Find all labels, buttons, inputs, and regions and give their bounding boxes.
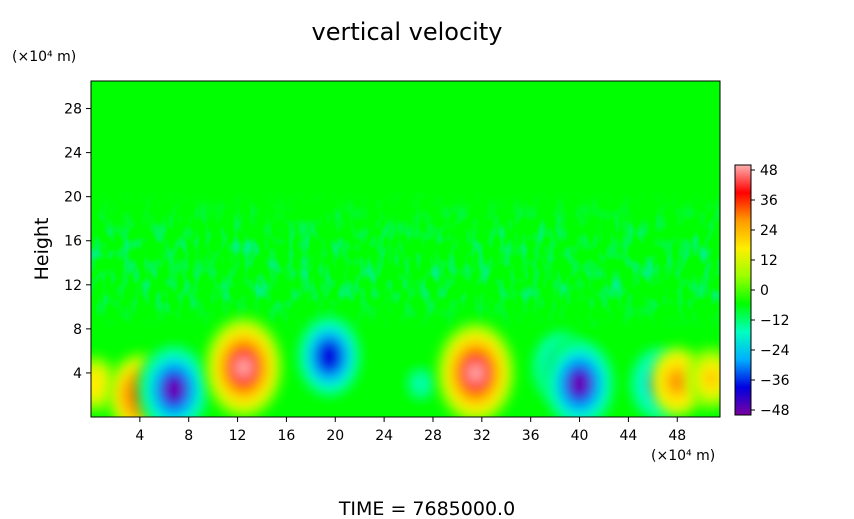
- x-tick-label: 28: [424, 428, 442, 444]
- colorbar-tick-label: −12: [760, 313, 790, 329]
- y-tick-label: 24: [64, 146, 82, 162]
- x-tick-label: 48: [668, 428, 686, 444]
- x-tick-label: 8: [184, 428, 193, 444]
- colorbar: [734, 164, 752, 416]
- x-tick-label: 4: [135, 428, 144, 444]
- updraft-cell: [687, 347, 720, 409]
- colorbar-tick-label: 36: [760, 193, 778, 209]
- y-tick-label: 12: [64, 278, 82, 294]
- time-label: TIME = 7685000.0: [338, 498, 515, 519]
- downdraft-cell: [542, 335, 617, 417]
- y-tick-label: 16: [64, 234, 82, 250]
- x-tick-label: 36: [522, 428, 540, 444]
- turbulence-band: [91, 190, 720, 330]
- downdraft-cell: [295, 312, 364, 401]
- y-axis-label: Height: [31, 218, 53, 281]
- colorbar-tick-label: −36: [760, 373, 790, 389]
- downdraft-cell: [136, 340, 212, 417]
- x-tick-label: 16: [278, 428, 296, 444]
- x-tick-label: 40: [571, 428, 589, 444]
- plot-frame: [90, 80, 721, 418]
- heatmap-plot-area: [91, 81, 720, 417]
- x-tick-label: 32: [473, 428, 491, 444]
- downdraft-cell: [401, 359, 441, 409]
- y-axis-unit: (×10⁴ m): [12, 49, 76, 65]
- colorbar-tick-label: 0: [760, 283, 769, 299]
- colorbar-tick-label: −48: [760, 403, 790, 419]
- colorbar-tick-label: 48: [760, 163, 778, 179]
- updraft-cell: [205, 317, 283, 417]
- x-tick-label: 20: [326, 428, 344, 444]
- updraft-cell: [437, 322, 515, 417]
- x-axis-unit: (×10⁴ m): [651, 448, 715, 464]
- colorbar-tick-label: −24: [760, 343, 790, 359]
- colorbar-tick-label: 12: [760, 253, 778, 269]
- x-tick-label: 12: [229, 428, 247, 444]
- y-tick-label: 28: [64, 102, 82, 118]
- y-tick-label: 8: [73, 322, 82, 338]
- y-tick-label: 4: [73, 366, 82, 382]
- x-tick-label: 44: [619, 428, 637, 444]
- y-tick-label: 20: [64, 190, 82, 206]
- colorbar-tick-label: 24: [760, 223, 778, 239]
- updraft-cell: [91, 356, 117, 412]
- chart-title: vertical velocity: [312, 18, 503, 46]
- x-tick-label: 24: [375, 428, 393, 444]
